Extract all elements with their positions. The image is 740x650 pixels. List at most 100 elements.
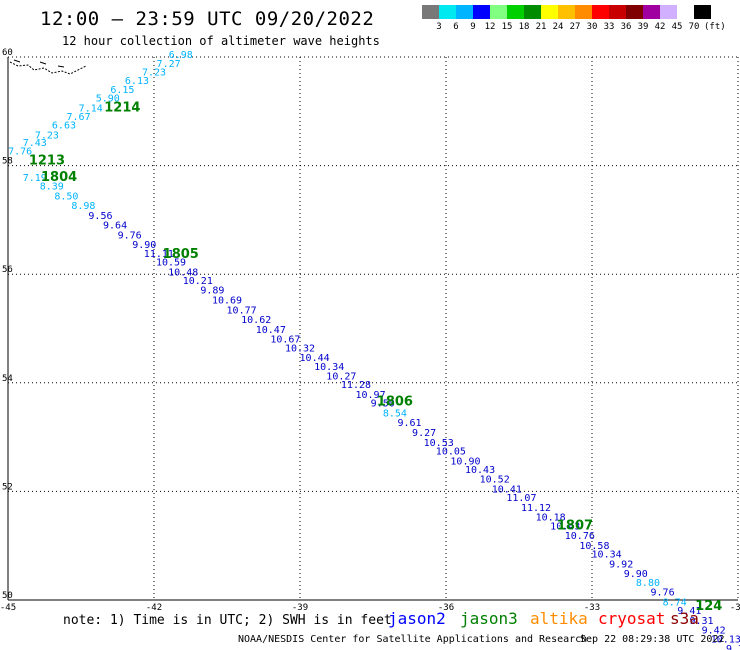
lon-tick-label: -45	[0, 603, 16, 613]
scale-swatch	[541, 5, 558, 19]
wave-height-value: 6.15	[110, 85, 134, 96]
scale-label: 9	[470, 22, 476, 32]
scale-label: 30	[586, 22, 598, 32]
scale-swatch	[524, 5, 541, 19]
pass-id-label: 1805	[163, 247, 199, 262]
wave-height-value: 9.39	[726, 644, 740, 650]
wave-height-value: 7.76	[8, 147, 32, 158]
footnote: note: 1) Time is in UTC; 2) SWH is in fe…	[63, 613, 392, 628]
wave-height-value: 9.76	[651, 588, 675, 599]
wave-height-value: 8.39	[40, 181, 64, 192]
scale-swatch	[609, 5, 626, 19]
pass-id-label: 1214	[104, 100, 140, 115]
scale-swatch	[626, 5, 643, 19]
wave-height-value: 9.56	[88, 211, 112, 222]
lon-tick-label: -33	[584, 603, 600, 613]
page-title: 12:00 – 23:59 UTC 09/20/2022	[40, 8, 375, 30]
scale-label: 12	[484, 22, 496, 32]
wave-height-value: 8.74	[663, 597, 687, 608]
lat-tick-label: 56	[2, 265, 13, 275]
wave-height-value: 9.61	[397, 418, 421, 429]
wave-height-value: 10.47	[256, 325, 286, 336]
wave-height-value: 5.90	[96, 94, 120, 105]
credit-line: NOAA/NESDIS Center for Satellite Applica…	[238, 634, 588, 645]
wave-height-value: 10.27	[326, 372, 356, 383]
wave-height-value: 8.80	[636, 578, 660, 589]
wave-height-value: 10.76	[565, 531, 595, 542]
scale-label: 3	[436, 22, 442, 32]
lon-tick-label: -30	[730, 603, 740, 613]
wave-height-value: 10.41	[492, 484, 522, 495]
pass-id-label: 1804	[41, 170, 77, 185]
generated-timestamp: Sep 22 08:29:38 UTC 2022	[580, 634, 725, 645]
wave-height-value: 10.18	[536, 513, 566, 524]
scale-unit: (ft)	[704, 22, 726, 32]
coastline-islands	[13, 59, 65, 68]
wave-height-value: 9.27	[412, 428, 436, 439]
wave-height-value: 9.41	[677, 606, 701, 617]
wave-height-value: 9.64	[103, 221, 127, 232]
wave-height-value: 9.76	[118, 230, 142, 241]
wave-height-value: 10.21	[183, 276, 213, 287]
lat-tick-label: 54	[2, 374, 13, 384]
wave-height-value: 9.42	[702, 626, 726, 637]
wave-height-value: 10.32	[285, 343, 315, 354]
scale-swatch	[507, 5, 524, 19]
scale-label: 33	[603, 22, 615, 32]
lat-tick-label: 52	[2, 482, 13, 492]
wave-height-value: 7.14	[79, 103, 103, 114]
measurement-layer: 6.987.277.236.136.155.907.147.676.637.23…	[8, 50, 740, 650]
scale-swatch	[558, 5, 575, 19]
wave-height-value: 10.34	[592, 550, 622, 561]
scale-swatch	[575, 5, 592, 19]
lon-tick-label: -36	[438, 603, 454, 613]
wave-height-value: 6.63	[52, 121, 76, 132]
pass-id-label: 124	[695, 599, 722, 614]
scale-swatch	[677, 5, 694, 19]
wave-height-value: 10.90	[450, 456, 480, 467]
scale-swatch	[694, 5, 711, 19]
wave-height-value: 7.27	[157, 59, 181, 70]
wave-height-value: 8.50	[54, 191, 78, 202]
scale-swatch	[422, 5, 439, 19]
wave-height-value: 10.48	[168, 267, 198, 278]
wave-height-value: 7.43	[23, 138, 47, 149]
scale-label: 6	[453, 22, 459, 32]
scale-swatch	[490, 5, 507, 19]
wave-height-value: 10.69	[212, 296, 242, 307]
wave-height-value: 10.77	[227, 305, 257, 316]
scale-swatch	[660, 5, 677, 19]
wave-height-value: 7.19	[23, 173, 47, 184]
axis-labels: 60 58 56 54 52 50 -45 -42 -39 -36 -33 -30	[0, 48, 740, 613]
wave-height-value: 7.23	[35, 130, 59, 141]
scale-swatch	[592, 5, 609, 19]
satellite-jason2: jason2	[388, 609, 446, 628]
satellite-s3a: s3a	[670, 609, 699, 628]
lat-tick-label: 58	[2, 157, 13, 167]
page-subtitle: 12 hour collection of altimeter wave hei…	[62, 34, 380, 48]
scale-label: 42	[654, 22, 666, 32]
wave-height-value: 11.12	[521, 503, 551, 514]
wave-height-value: 10.05	[436, 446, 466, 457]
wave-height-value: 10.53	[424, 438, 454, 449]
wave-height-value: 10.59	[156, 258, 186, 269]
wave-height-value: 8.54	[383, 408, 407, 419]
wave-height-value: 9.90	[132, 240, 156, 251]
wave-height-value: 7.23	[142, 67, 166, 78]
wave-height-value: 9.89	[200, 286, 224, 297]
scale-label: 18	[518, 22, 530, 32]
wave-height-value: 10.97	[356, 390, 386, 401]
wave-height-value: 9.92	[609, 559, 633, 570]
scale-label: 27	[569, 22, 581, 32]
wave-height-value: 10.58	[579, 541, 609, 552]
wave-height-value: 10.62	[241, 315, 271, 326]
wave-height-value: 10.52	[480, 475, 510, 486]
pass-id-label: 1807	[557, 518, 593, 533]
scale-swatch	[643, 5, 660, 19]
lon-tick-label: -42	[146, 603, 162, 613]
scale-swatch	[473, 5, 490, 19]
scale-label: 24	[552, 22, 564, 32]
wave-height-value: 9.90	[624, 569, 648, 580]
